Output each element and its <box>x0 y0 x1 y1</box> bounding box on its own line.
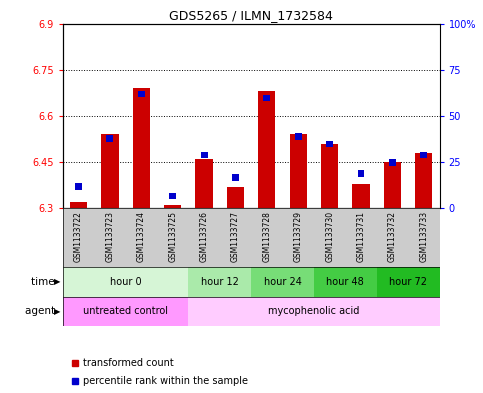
Text: hour 72: hour 72 <box>389 277 427 287</box>
Bar <box>196 159 213 208</box>
Text: transformed count: transformed count <box>83 358 174 368</box>
Text: hour 24: hour 24 <box>264 277 301 287</box>
Text: GSM1133725: GSM1133725 <box>168 211 177 262</box>
Text: agent: agent <box>25 307 58 316</box>
Bar <box>258 91 275 208</box>
Bar <box>75 184 82 190</box>
Bar <box>126 208 157 267</box>
Bar <box>251 208 283 267</box>
Text: percentile rank within the sample: percentile rank within the sample <box>83 376 248 386</box>
Text: untreated control: untreated control <box>83 307 168 316</box>
Bar <box>420 152 427 158</box>
Text: mycophenolic acid: mycophenolic acid <box>268 307 360 316</box>
Text: hour 12: hour 12 <box>201 277 239 287</box>
Bar <box>63 267 188 297</box>
Bar <box>138 91 145 97</box>
Bar <box>326 141 333 147</box>
Bar <box>188 297 440 326</box>
Bar <box>290 134 307 208</box>
Text: ▶: ▶ <box>54 307 60 316</box>
Bar <box>321 144 338 208</box>
Bar <box>314 267 377 297</box>
Bar <box>314 208 345 267</box>
Bar <box>63 208 94 267</box>
Bar <box>164 205 181 208</box>
Text: GSM1133731: GSM1133731 <box>356 211 366 262</box>
Bar <box>220 208 251 267</box>
Text: GSM1133730: GSM1133730 <box>325 211 334 263</box>
Bar <box>63 297 188 326</box>
Bar <box>157 208 188 267</box>
Bar <box>200 152 208 158</box>
Bar <box>188 208 220 267</box>
Text: GSM1133726: GSM1133726 <box>199 211 209 262</box>
Text: GSM1133722: GSM1133722 <box>74 211 83 262</box>
Text: GSM1133732: GSM1133732 <box>388 211 397 262</box>
Bar <box>389 159 396 166</box>
Bar <box>106 135 114 142</box>
Bar <box>188 267 251 297</box>
Text: GSM1133724: GSM1133724 <box>137 211 146 262</box>
Text: GSM1133727: GSM1133727 <box>231 211 240 262</box>
Text: time: time <box>31 277 58 287</box>
Bar <box>345 208 377 267</box>
Text: GSM1133723: GSM1133723 <box>105 211 114 262</box>
Bar <box>169 193 176 199</box>
Text: hour 0: hour 0 <box>110 277 142 287</box>
Bar <box>251 267 314 297</box>
Text: GSM1133729: GSM1133729 <box>294 211 303 262</box>
Bar <box>357 171 365 177</box>
Text: ▶: ▶ <box>54 277 60 286</box>
Bar <box>408 208 440 267</box>
Bar <box>353 184 369 208</box>
Bar <box>227 187 244 208</box>
Text: hour 48: hour 48 <box>327 277 364 287</box>
Bar <box>263 95 270 101</box>
Bar <box>295 134 302 140</box>
Bar <box>94 208 126 267</box>
Bar <box>384 162 401 208</box>
Title: GDS5265 / ILMN_1732584: GDS5265 / ILMN_1732584 <box>169 9 333 22</box>
Bar <box>377 267 440 297</box>
Text: GSM1133728: GSM1133728 <box>262 211 271 262</box>
Bar <box>101 134 118 208</box>
Bar <box>377 208 408 267</box>
Bar <box>415 153 432 208</box>
Text: GSM1133733: GSM1133733 <box>419 211 428 263</box>
Bar <box>133 88 150 208</box>
Bar <box>232 174 239 181</box>
Bar <box>70 202 87 208</box>
Bar <box>283 208 314 267</box>
